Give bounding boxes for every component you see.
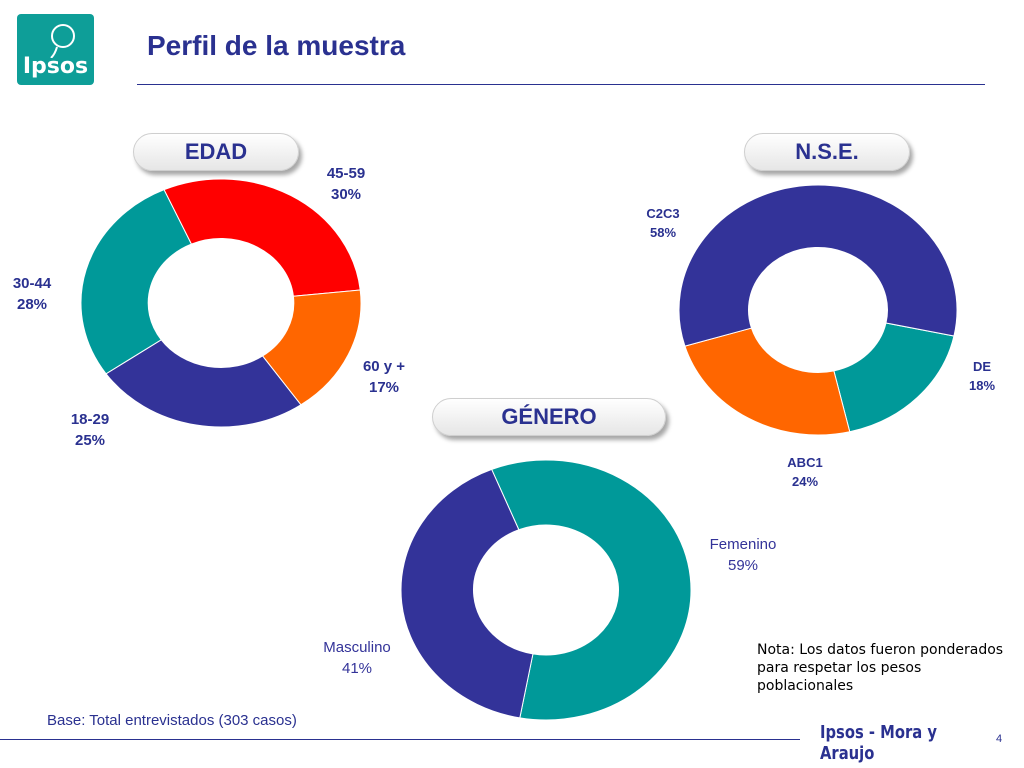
note-text: Nota: Los datos fueron ponderados para r… xyxy=(757,642,1004,694)
title-divider xyxy=(137,84,985,85)
page-title: Perfil de la muestra xyxy=(147,30,406,61)
donut-slice-30-44 xyxy=(80,189,193,375)
donut-slice-c2c3 xyxy=(678,184,958,347)
slice-label: 18-29 xyxy=(71,411,109,428)
slice-label: C2C3 xyxy=(646,206,679,221)
donut-slice-femenino xyxy=(491,459,692,721)
edad-badge: EDAD xyxy=(133,133,299,171)
donut-slice-abc1 xyxy=(684,327,851,436)
head-silhouette-icon xyxy=(50,24,75,58)
slice-value-label: 28% xyxy=(17,296,47,313)
footer-divider xyxy=(0,739,800,740)
slice-value-label: 59% xyxy=(728,557,758,574)
slice-label: Femenino xyxy=(710,536,777,553)
logo-text: Ipsos xyxy=(22,54,89,79)
slice-value-label: 41% xyxy=(342,660,372,677)
slice-value-label: 30% xyxy=(331,186,361,203)
slice-label: Masculino xyxy=(323,639,391,656)
slice-value-label: 24% xyxy=(792,474,818,489)
slice-value-label: 25% xyxy=(75,432,105,449)
donut-slice-45-59 xyxy=(163,178,361,297)
page-number: 4 xyxy=(996,733,1003,745)
slice-value-label: 18% xyxy=(969,378,995,393)
brand-logo-text: Ipsos - Mora y Araujo xyxy=(820,722,938,764)
slice-value-label: 58% xyxy=(650,225,676,240)
slice-label: ABC1 xyxy=(787,455,822,470)
slice-label: 60 y + xyxy=(363,358,405,375)
slice-label: 45-59 xyxy=(327,165,365,182)
donut-slice-18-29 xyxy=(105,339,302,428)
ipsos-logo: Ipsos xyxy=(17,14,94,85)
base-text: Base: Total entrevistados (303 casos) xyxy=(47,712,297,729)
genero-badge: GÉNERO xyxy=(432,398,666,436)
slice-value-label: 17% xyxy=(369,379,399,396)
donut-slice-60-y- xyxy=(261,289,362,406)
nse-badge: N.S.E. xyxy=(744,133,910,171)
donut-slice-de xyxy=(833,322,955,433)
donut-slice-masculino xyxy=(400,468,534,719)
slice-label: DE xyxy=(973,359,991,374)
slice-label: 30-44 xyxy=(13,275,52,292)
